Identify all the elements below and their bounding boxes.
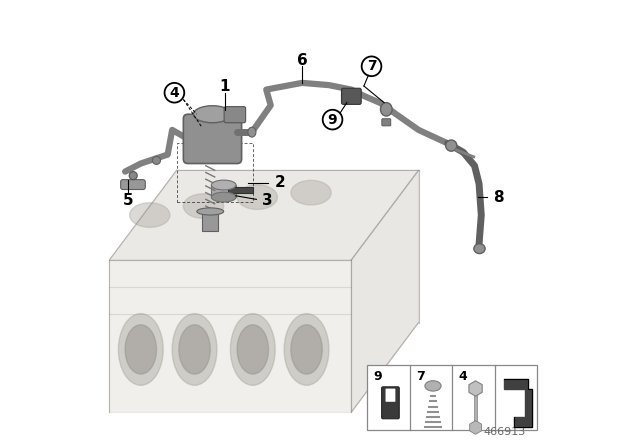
FancyBboxPatch shape [474,393,477,426]
Ellipse shape [211,192,236,202]
Ellipse shape [237,325,269,374]
Polygon shape [351,170,419,412]
Ellipse shape [130,202,170,228]
Ellipse shape [291,325,323,374]
Text: 466913: 466913 [484,427,526,437]
Text: 4: 4 [458,370,467,383]
FancyBboxPatch shape [211,185,236,197]
Text: 6: 6 [297,52,307,68]
FancyBboxPatch shape [184,114,242,164]
Ellipse shape [118,314,163,385]
FancyBboxPatch shape [385,388,396,402]
Ellipse shape [380,103,392,116]
Ellipse shape [179,325,210,374]
FancyBboxPatch shape [202,213,218,231]
Text: 1: 1 [220,78,230,94]
Ellipse shape [197,208,224,215]
Text: 4: 4 [170,86,179,100]
Polygon shape [514,417,532,427]
Text: 7: 7 [367,59,376,73]
FancyBboxPatch shape [228,187,253,193]
Text: 8: 8 [493,190,504,205]
FancyBboxPatch shape [382,119,391,126]
Ellipse shape [425,381,441,391]
FancyBboxPatch shape [121,180,145,190]
Ellipse shape [129,172,137,180]
Ellipse shape [193,106,232,123]
Ellipse shape [445,140,457,151]
Text: 2: 2 [275,175,285,190]
Ellipse shape [125,325,157,374]
Ellipse shape [172,314,217,385]
Text: 9: 9 [373,370,382,383]
Ellipse shape [248,127,256,137]
Polygon shape [504,379,528,388]
Text: 5: 5 [123,193,134,208]
Polygon shape [109,260,351,412]
Polygon shape [109,170,419,260]
Ellipse shape [152,156,161,164]
Ellipse shape [284,314,329,385]
Text: 7: 7 [416,370,424,383]
FancyBboxPatch shape [381,387,399,419]
Text: 9: 9 [328,112,337,127]
Ellipse shape [230,314,275,385]
Polygon shape [525,388,532,417]
Ellipse shape [184,194,224,218]
Ellipse shape [291,180,332,205]
Ellipse shape [237,185,278,209]
FancyBboxPatch shape [342,88,361,104]
Text: 3: 3 [262,193,273,208]
FancyBboxPatch shape [224,107,246,123]
Ellipse shape [211,180,236,190]
Ellipse shape [474,244,485,254]
FancyBboxPatch shape [367,365,538,430]
